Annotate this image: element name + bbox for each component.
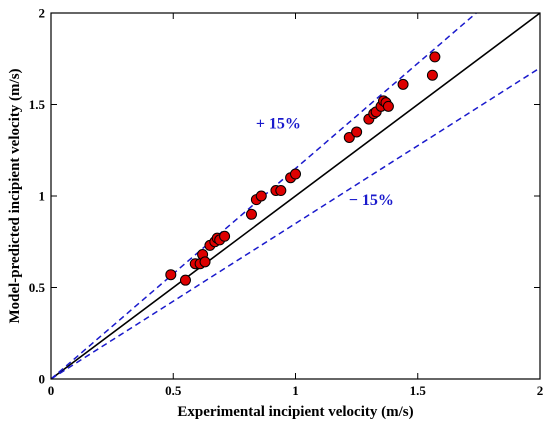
data-point bbox=[429, 51, 441, 63]
tolerance-line bbox=[50, 67, 541, 380]
band-annotation: − 15% bbox=[349, 192, 394, 209]
data-point bbox=[426, 69, 438, 81]
plot-layer bbox=[50, 12, 541, 380]
data-point bbox=[275, 185, 287, 197]
y-tick-label: 2 bbox=[39, 6, 46, 21]
y-tick-label: 0.5 bbox=[29, 280, 46, 295]
x-tick-label: 0 bbox=[48, 383, 55, 398]
y-tick-label: 1 bbox=[39, 189, 46, 204]
y-tick-label: 0 bbox=[39, 372, 46, 387]
data-point bbox=[219, 230, 231, 242]
y-axis-title: Model-predicted incipient velocity (m/s) bbox=[7, 68, 23, 323]
data-point bbox=[343, 131, 355, 143]
data-point bbox=[165, 269, 177, 281]
data-point bbox=[351, 126, 363, 138]
data-point bbox=[245, 208, 257, 220]
data-point bbox=[255, 190, 267, 202]
x-tick-label: 0.5 bbox=[165, 383, 182, 398]
ticks-layer: 0 0.5 1 1.5 2 0 0.5 1 1.5 2 bbox=[29, 6, 544, 399]
data-point bbox=[179, 274, 191, 286]
labels-layer: + 15% − 15% bbox=[256, 115, 394, 209]
x-axis-title: Experimental incipient velocity (m/s) bbox=[177, 404, 413, 420]
x-tick-label: 2 bbox=[537, 383, 544, 398]
x-tick-label: 1.5 bbox=[410, 383, 427, 398]
data-point bbox=[290, 168, 301, 180]
x-tick-label: 1 bbox=[292, 383, 299, 398]
data-point bbox=[199, 256, 211, 268]
data-point bbox=[397, 78, 409, 90]
band-annotation: + 15% bbox=[256, 115, 301, 132]
reference-line bbox=[50, 12, 541, 380]
data-point bbox=[382, 100, 394, 112]
marks-layer bbox=[165, 51, 441, 286]
y-tick-label: 1.5 bbox=[29, 97, 46, 112]
